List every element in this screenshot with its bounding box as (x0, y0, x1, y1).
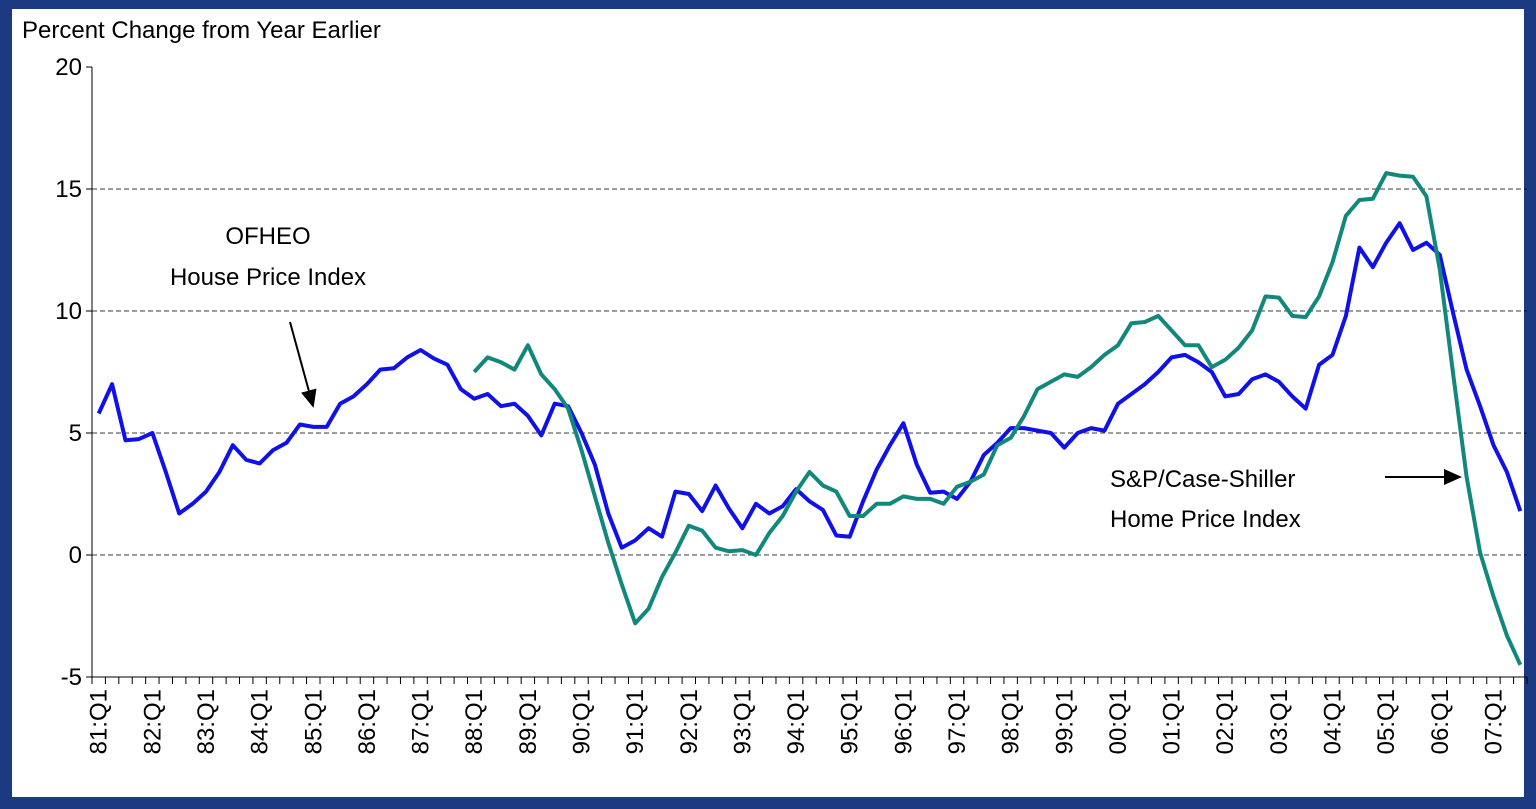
x-tick-label: 97:Q1 (944, 689, 971, 754)
x-tick-label: 92:Q1 (676, 689, 703, 754)
x-tick-label: 05:Q1 (1373, 689, 1400, 754)
annotation: House Price Index (170, 264, 366, 291)
x-tick-label: 99:Q1 (1051, 689, 1078, 754)
x-tick-label: 82:Q1 (139, 689, 166, 754)
x-tick-label: 83:Q1 (193, 689, 220, 754)
x-tick-label: 91:Q1 (622, 689, 649, 754)
x-tick-label: 81:Q1 (86, 689, 113, 754)
x-tick-label: 90:Q1 (569, 689, 596, 754)
annotation: Home Price Index (1110, 506, 1301, 533)
y-tick-label: 10 (55, 298, 82, 325)
x-tick-label: 86:Q1 (354, 689, 381, 754)
x-tick-label: 04:Q1 (1320, 689, 1347, 754)
chart-title: Percent Change from Year Earlier (22, 17, 381, 44)
x-tick-label: 02:Q1 (1212, 689, 1239, 754)
x-tick-label: 89:Q1 (515, 689, 542, 754)
x-tick-label: 07:Q1 (1480, 689, 1507, 754)
x-tick-label: 94:Q1 (783, 689, 810, 754)
x-tick-label: 00:Q1 (1105, 689, 1132, 754)
annotation: OFHEO (225, 223, 310, 250)
x-tick-label: 98:Q1 (998, 689, 1025, 754)
y-tick-label: 0 (69, 542, 82, 569)
x-tick-label: 96:Q1 (890, 689, 917, 754)
x-tick-label: 95:Q1 (837, 689, 864, 754)
series-line (472, 171, 1523, 666)
y-tick-label: -5 (61, 664, 82, 691)
x-tick-label: 87:Q1 (408, 689, 435, 754)
x-tick-label: 03:Q1 (1266, 689, 1293, 754)
chart-background (12, 9, 1524, 797)
x-tick-label: 85:Q1 (300, 689, 327, 754)
series-line (96, 221, 1523, 550)
annotation: S&P/Case-Shiller (1110, 466, 1295, 493)
x-tick-label: 88:Q1 (461, 689, 488, 754)
x-tick-label: 01:Q1 (1159, 689, 1186, 754)
x-tick-label: 06:Q1 (1427, 689, 1454, 754)
annotation-arrow (289, 321, 317, 408)
y-tick-label: 5 (69, 420, 82, 447)
x-tick-label: 84:Q1 (247, 689, 274, 754)
y-tick-label: 20 (55, 54, 82, 81)
x-tick-label: 93:Q1 (729, 689, 756, 754)
y-tick-label: 15 (55, 176, 82, 203)
